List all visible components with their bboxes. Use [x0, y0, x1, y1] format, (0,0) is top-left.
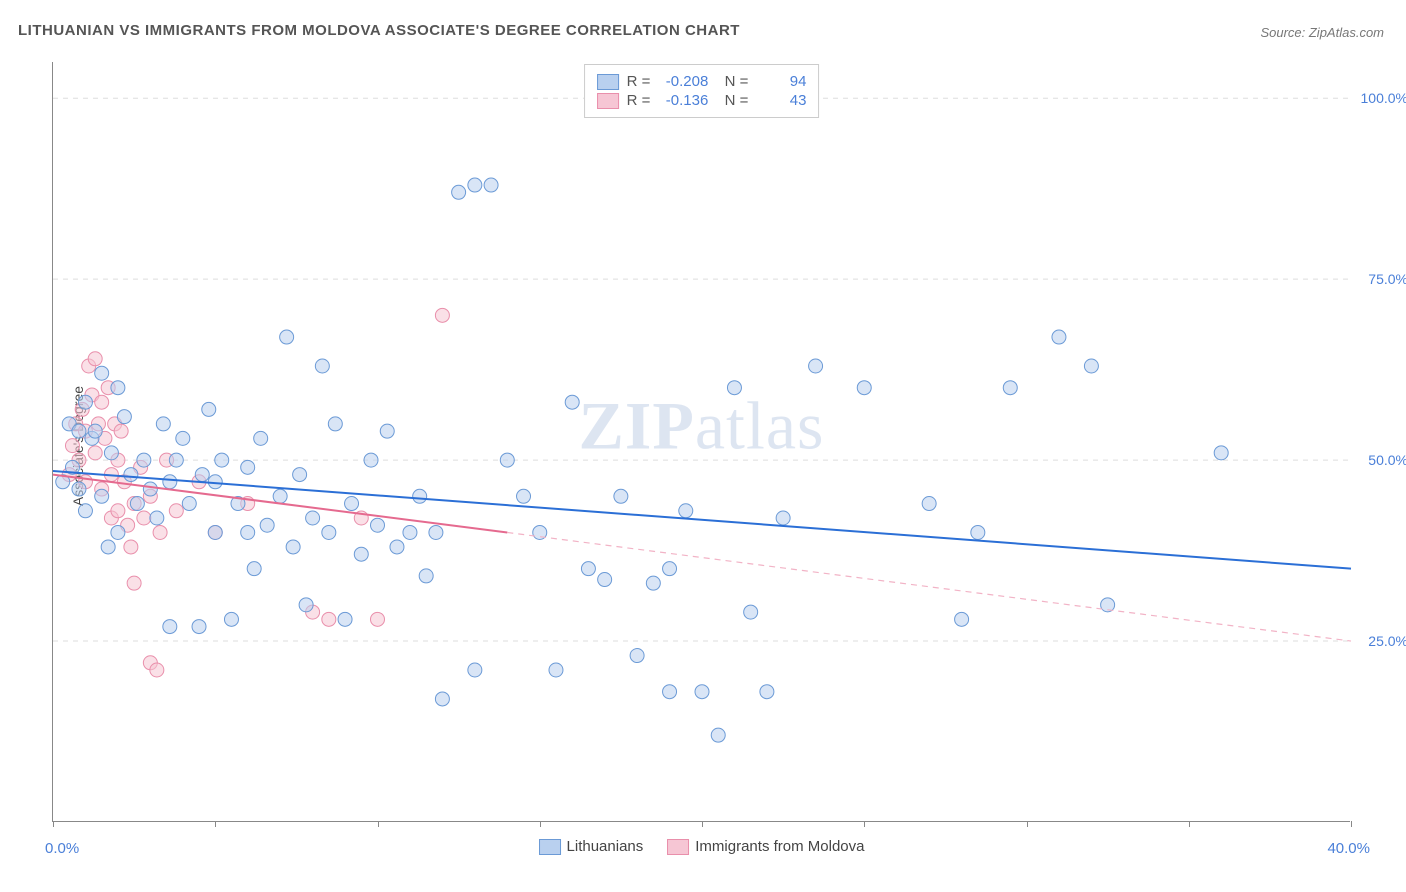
x-tick [1189, 821, 1190, 827]
x-tick [702, 821, 703, 827]
x-tick [53, 821, 54, 827]
y-tick-label: 50.0% [1368, 452, 1406, 468]
swatch-moldova [597, 93, 619, 109]
legend-label-moldova: Immigrants from Moldova [695, 838, 864, 855]
r-value-lithuanians: -0.208 [658, 73, 708, 90]
r-value-moldova: -0.136 [658, 92, 708, 109]
legend-item-moldova: Immigrants from Moldova [667, 838, 864, 855]
chart-title: LITHUANIAN VS IMMIGRANTS FROM MOLDOVA AS… [18, 22, 740, 39]
x-tick [1351, 821, 1352, 827]
x-tick [540, 821, 541, 827]
swatch-lithuanians [597, 74, 619, 90]
legend-series: Lithuanians Immigrants from Moldova [539, 838, 865, 855]
swatch-moldova-icon [667, 839, 689, 855]
y-tick-label: 100.0% [1361, 90, 1406, 106]
n-value-moldova: 43 [756, 92, 806, 109]
legend-row-moldova: R = -0.136 N = 43 [597, 92, 807, 109]
chart-svg [53, 62, 1350, 821]
y-tick-label: 75.0% [1368, 271, 1406, 287]
n-value-lithuanians: 94 [756, 73, 806, 90]
x-tick [864, 821, 865, 827]
legend-row-lithuanians: R = -0.208 N = 94 [597, 73, 807, 90]
swatch-lithuanians-icon [539, 839, 561, 855]
legend-stats: R = -0.208 N = 94 R = -0.136 N = 43 [584, 64, 820, 118]
x-tick [378, 821, 379, 827]
plot-area: ZIPatlas R = -0.208 N = 94 R = -0.136 N … [52, 62, 1350, 822]
y-tick-label: 25.0% [1368, 633, 1406, 649]
legend-label-lithuanians: Lithuanians [567, 838, 644, 855]
x-axis-max-label: 40.0% [1327, 840, 1370, 857]
x-tick [215, 821, 216, 827]
x-axis-min-label: 0.0% [45, 840, 79, 857]
x-tick [1027, 821, 1028, 827]
legend-item-lithuanians: Lithuanians [539, 838, 644, 855]
source-label: Source: ZipAtlas.com [1260, 25, 1384, 40]
